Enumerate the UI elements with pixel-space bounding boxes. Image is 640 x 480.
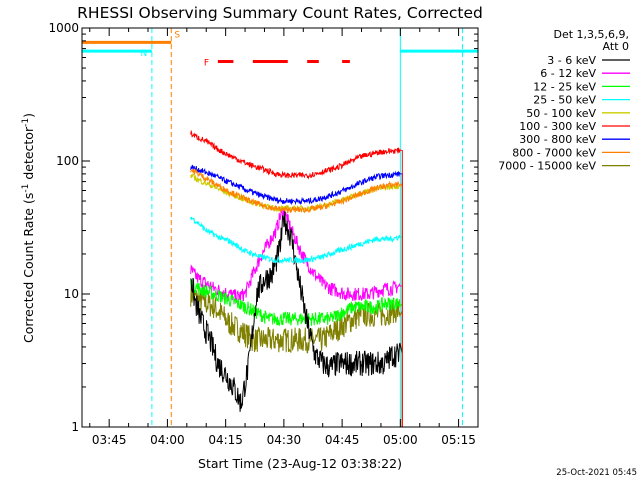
legend-header-1: Att 0: [603, 40, 629, 53]
legend-label-6: 300 - 800 keV: [519, 133, 596, 146]
legend-label-1: 6 - 12 keV: [540, 67, 596, 80]
axis-ticks: 1 10 100 1000 03:45 04:00 04:15 04:30 04:45 05:00…: [48, 21, 479, 447]
x-tick-label: 03:45: [92, 433, 127, 447]
legend-label-0: 3 - 6 keV: [547, 54, 596, 67]
series-line-2: [190, 278, 403, 427]
x-tick-label: 04:30: [267, 433, 302, 447]
legend-label-7: 800 - 7000 keV: [512, 146, 596, 159]
series-line-6: [190, 164, 403, 427]
legend-label-4: 50 - 100 keV: [526, 107, 596, 120]
y-tick-label: 10: [64, 287, 79, 301]
series-line-1: [190, 207, 403, 427]
legend-label-5: 100 - 300 keV: [519, 120, 596, 133]
chart-title: RHESSI Observing Summary Count Rates, Co…: [77, 4, 483, 22]
y-tick-label: 100: [56, 154, 79, 168]
x-tick-label: 04:15: [208, 433, 243, 447]
y-tick-label: 1: [71, 420, 79, 434]
series-line-7: [190, 168, 403, 427]
legend-label-2: 12 - 25 keV: [533, 80, 596, 93]
plot-frame: [81, 27, 479, 428]
legend-label-8: 7000 - 15000 keV: [498, 160, 596, 173]
bar-label-S: S: [174, 30, 180, 40]
x-axis-label: Start Time (23-Aug-12 03:38:22): [198, 456, 402, 471]
plot-area: S N F: [82, 28, 478, 427]
x-tick-label: 04:45: [325, 433, 360, 447]
series-line-3: [190, 216, 403, 427]
y-axis-label: Corrected Count Rate (s-1 detector-1): [21, 113, 36, 343]
flare-label: F: [204, 58, 209, 68]
x-tick-label: 05:15: [441, 433, 476, 447]
bar-label-N: N: [141, 49, 148, 59]
legend-header-0: Det 1,3,5,6,9,: [553, 28, 629, 41]
x-tick-label: 04:00: [150, 433, 185, 447]
timestamp: 25-Oct-2021 05:45: [556, 468, 637, 478]
series-line-5: [190, 129, 403, 427]
y-tick-label: 1000: [48, 21, 79, 35]
legend-label-3: 25 - 50 keV: [533, 94, 596, 107]
x-tick-label: 05:00: [383, 433, 418, 447]
